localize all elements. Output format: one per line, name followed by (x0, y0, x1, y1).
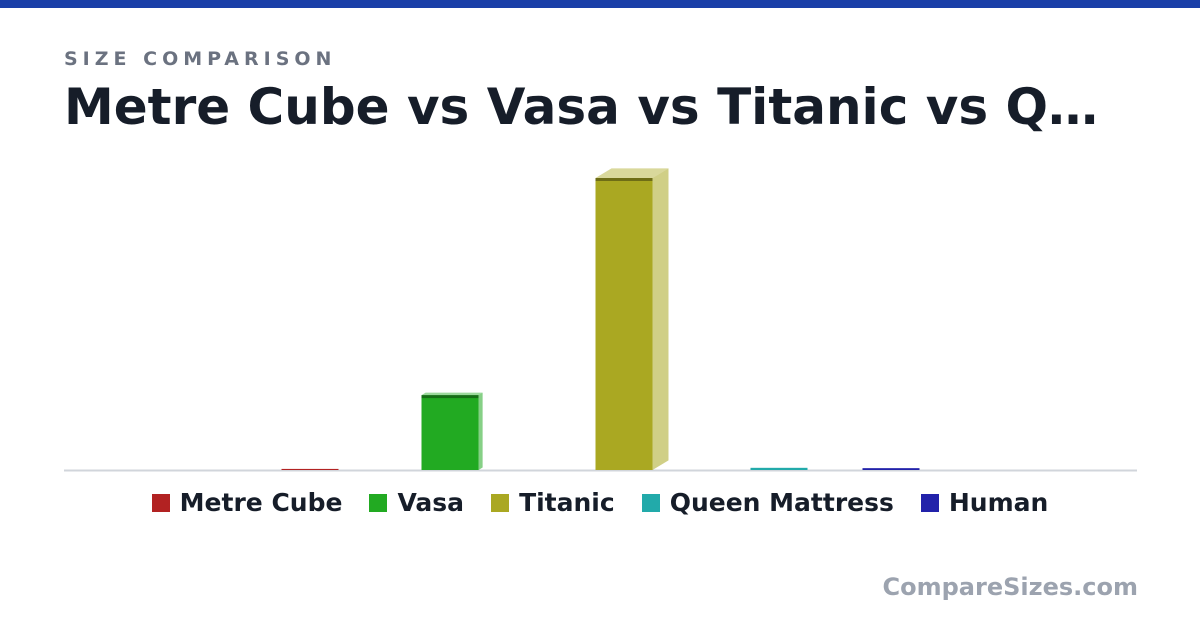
legend-label: Vasa (397, 488, 465, 517)
legend-swatch (369, 493, 388, 512)
bar (281, 468, 339, 470)
legend-swatch (641, 493, 660, 512)
legend-item: Metre Cube (151, 488, 343, 517)
bar-top (421, 392, 483, 396)
legend-swatch (491, 493, 510, 512)
legend-item: Queen Mattress (641, 488, 894, 517)
legend: Metre Cube Vasa Titanic Queen Mattress Human (0, 488, 1200, 517)
watermark: CompareSizes.com (882, 573, 1138, 601)
chart-title: Metre Cube vs Vasa vs Titanic vs Q… (64, 78, 1099, 136)
legend-swatch (151, 493, 170, 512)
legend-item: Human (920, 488, 1049, 517)
top-bar (0, 0, 1200, 8)
bar-cap (595, 178, 653, 181)
legend-item: Titanic (491, 488, 615, 517)
bar-cap (421, 395, 479, 399)
legend-label: Queen Mattress (669, 488, 894, 517)
legend-label: Metre Cube (179, 488, 343, 517)
legend-item: Vasa (369, 488, 464, 517)
subtitle: SIZE COMPARISON (64, 48, 337, 70)
bar (421, 395, 479, 470)
legend-label: Titanic (519, 488, 615, 517)
bar-side (652, 168, 669, 470)
bar (595, 178, 653, 470)
legend-swatch (920, 493, 939, 512)
bar (750, 467, 808, 470)
bar-side (478, 392, 483, 470)
legend-label: Human (948, 488, 1049, 517)
bar (862, 468, 920, 470)
bar-top (595, 168, 669, 178)
